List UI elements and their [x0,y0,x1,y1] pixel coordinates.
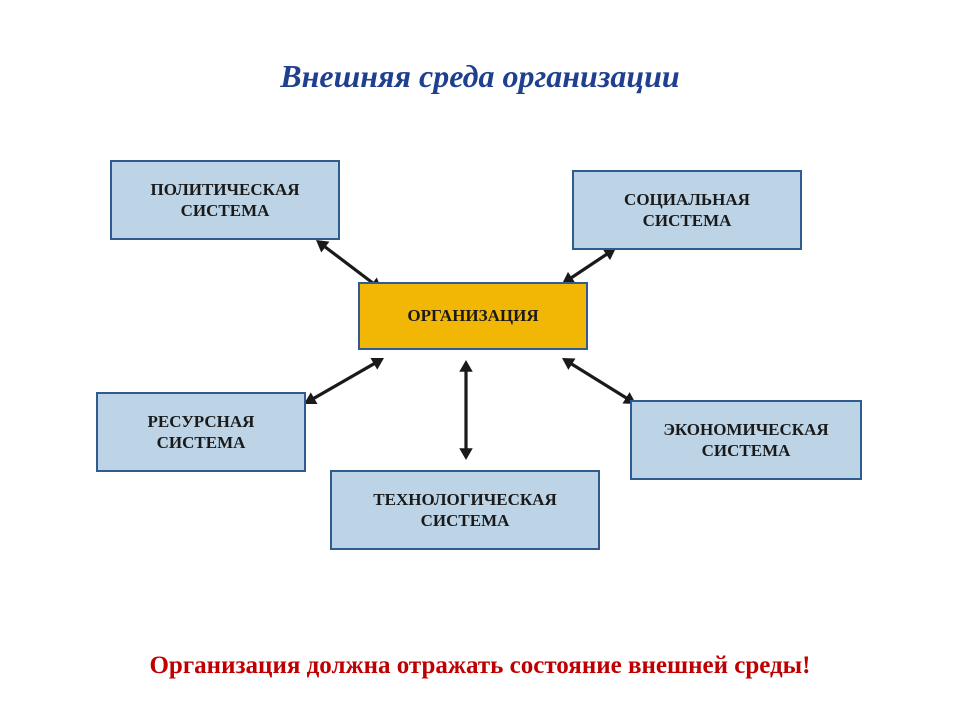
arrow-head-start-4 [459,360,473,372]
box-social: СОЦИАЛЬНАЯ СИСТЕМА [572,170,802,250]
arrow-head-end-2 [304,392,318,404]
page-title: Внешняя среда организации [0,58,960,95]
box-center: ОРГАНИЗАЦИЯ [358,282,588,350]
arrow-head-start-2 [370,358,384,370]
box-political: ПОЛИТИЧЕСКАЯ СИСТЕМА [110,160,340,240]
arrow-head-start-3 [562,358,576,370]
arrow-line-3 [570,363,627,399]
arrow-line-0 [324,246,374,284]
arrows-layer [0,0,960,720]
arrow-line-2 [313,363,376,399]
arrow-line-1 [570,253,608,278]
box-resource: РЕСУРСНАЯ СИСТЕМА [96,392,306,472]
arrow-head-end-0 [316,240,329,252]
box-economic: ЭКОНОМИЧЕСКАЯ СИСТЕМА [630,400,862,480]
diagram-stage: Внешняя среда организации ОРГАНИЗАЦИЯ ПОЛ… [0,0,960,720]
arrow-head-end-4 [459,448,473,460]
footer-text: Организация должна отражать состояние вн… [0,652,960,680]
box-tech: ТЕХНОЛОГИЧЕСКАЯ СИСТЕМА [330,470,600,550]
